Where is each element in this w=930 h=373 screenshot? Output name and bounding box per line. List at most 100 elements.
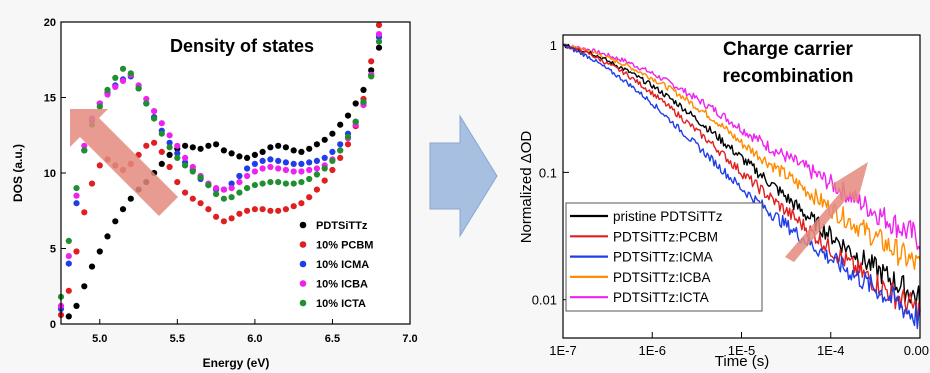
dos-point: [88, 180, 96, 187]
dos-point: [151, 108, 158, 115]
dos-point: [244, 165, 251, 172]
dos-point: [166, 132, 173, 139]
dos-point: [73, 200, 80, 207]
dos-series-10-icta: [57, 38, 383, 300]
dos-legend-label: 10% ICTA: [316, 298, 366, 310]
dos-point: [65, 260, 72, 267]
dos-point: [375, 38, 383, 45]
dos-point: [213, 141, 220, 148]
dos-point: [73, 185, 80, 192]
dos-point: [368, 67, 375, 74]
dos-point: [112, 218, 119, 225]
recombination-series-pdtsittz-icma: [562, 43, 921, 330]
dos-point: [166, 139, 173, 146]
dos-y-tick-label: 20: [44, 17, 56, 29]
dos-point: [290, 160, 297, 167]
dos-point: [313, 157, 320, 164]
dos-chart: 5.0 5.5 6.0 6.5 7.0 0 5 10 15 20 Density of stat…: [11, 17, 418, 370]
recombination-legend-item: PDTSiTTz:ICMA: [570, 250, 713, 265]
dos-point: [143, 142, 150, 149]
recombination-x-tick-label: 1E-5: [728, 343, 755, 358]
dos-point: [228, 180, 235, 187]
dos-point: [174, 142, 181, 149]
recombination-series-pdtsittz-icta: [563, 44, 921, 250]
dos-point: [375, 44, 383, 51]
dos-point: [143, 95, 150, 103]
dos-point: [236, 172, 243, 180]
dos-point: [329, 157, 336, 164]
dos-point: [166, 163, 173, 171]
dos-point: [267, 156, 274, 163]
recombination-x-ticks: 1E-7 1E-6 1E-5 1E-4 0.001: [549, 332, 930, 358]
dos-point: [337, 154, 344, 161]
dos-legend-marker: [299, 299, 307, 307]
dos-point: [104, 91, 111, 98]
dos-point: [158, 160, 165, 167]
dos-point: [267, 144, 274, 151]
dos-point: [298, 179, 305, 186]
dos-point: [112, 83, 119, 90]
recombination-legend-item: PDTSiTTz:ICBA: [570, 270, 711, 285]
dos-point: [313, 141, 320, 148]
recombination-legend-item: PDTSiTTz:PCBM: [570, 229, 718, 244]
dos-point: [267, 179, 274, 186]
dos-point: [298, 168, 305, 175]
dos-point: [352, 100, 359, 107]
dos-point: [73, 248, 80, 255]
dos-y-tick-label: 10: [44, 168, 56, 180]
dos-point: [352, 118, 359, 125]
dos-point: [375, 30, 383, 38]
dos-point: [88, 263, 96, 270]
dos-point: [360, 98, 367, 106]
dos-point: [275, 207, 282, 214]
dos-point: [282, 206, 289, 213]
dos-point: [321, 165, 328, 172]
dos-point: [236, 210, 243, 217]
dos-point: [298, 200, 305, 207]
dos-point: [275, 142, 282, 149]
dos-point: [174, 150, 181, 157]
recombination-y-tick-label: 1: [550, 38, 557, 53]
dos-point: [96, 162, 103, 169]
dos-legend-label: PDTSiTTz: [316, 220, 368, 232]
dos-point: [96, 103, 103, 110]
dos-point: [112, 74, 119, 81]
recombination-title-line-2: recombination: [723, 66, 854, 87]
dos-point: [228, 185, 235, 192]
dos-point: [282, 166, 289, 174]
dos-x-tick-label: 5.5: [170, 333, 185, 345]
recombination-lines: [562, 43, 921, 330]
dos-point: [275, 157, 282, 164]
dos-point: [220, 147, 227, 154]
dos-point: [298, 148, 305, 155]
recombination-series-pdtsittz-pcbm: [562, 43, 921, 325]
dos-point: [267, 163, 274, 171]
dos-point: [259, 157, 266, 164]
dos-point: [158, 130, 165, 137]
dos-point: [236, 189, 243, 196]
dos-point: [337, 147, 344, 154]
dos-point: [236, 179, 243, 186]
dos-x-label: Energy (eV): [203, 356, 270, 370]
dos-point: [306, 145, 313, 152]
dos-point: [65, 287, 72, 294]
recombination-legend-label: PDTSiTTz:PCBM: [613, 229, 718, 244]
recombination-legend-label: PDTSiTTz:ICBA: [613, 270, 711, 285]
dos-legend-label: 10% ICMA: [316, 259, 369, 271]
recombination-legend-label: PDTSiTTz:ICMA: [613, 250, 713, 265]
recombination-legend-item: PDTSiTTz:ICTA: [570, 290, 709, 305]
dos-point: [313, 171, 320, 178]
dos-point: [220, 218, 227, 225]
dos-point: [306, 166, 313, 174]
dos-x-tick-label: 6.5: [325, 333, 340, 345]
dos-point: [205, 142, 212, 149]
dos-point: [329, 130, 336, 137]
dos-point: [189, 195, 196, 202]
dos-point: [174, 179, 181, 186]
dos-point: [205, 182, 212, 189]
dos-point: [182, 154, 189, 161]
dos-point: [244, 154, 251, 161]
dos-point: [282, 180, 289, 187]
dos-point: [158, 120, 165, 127]
